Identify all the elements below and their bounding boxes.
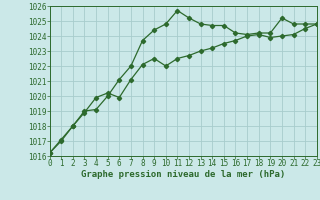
X-axis label: Graphe pression niveau de la mer (hPa): Graphe pression niveau de la mer (hPa)	[81, 170, 285, 179]
